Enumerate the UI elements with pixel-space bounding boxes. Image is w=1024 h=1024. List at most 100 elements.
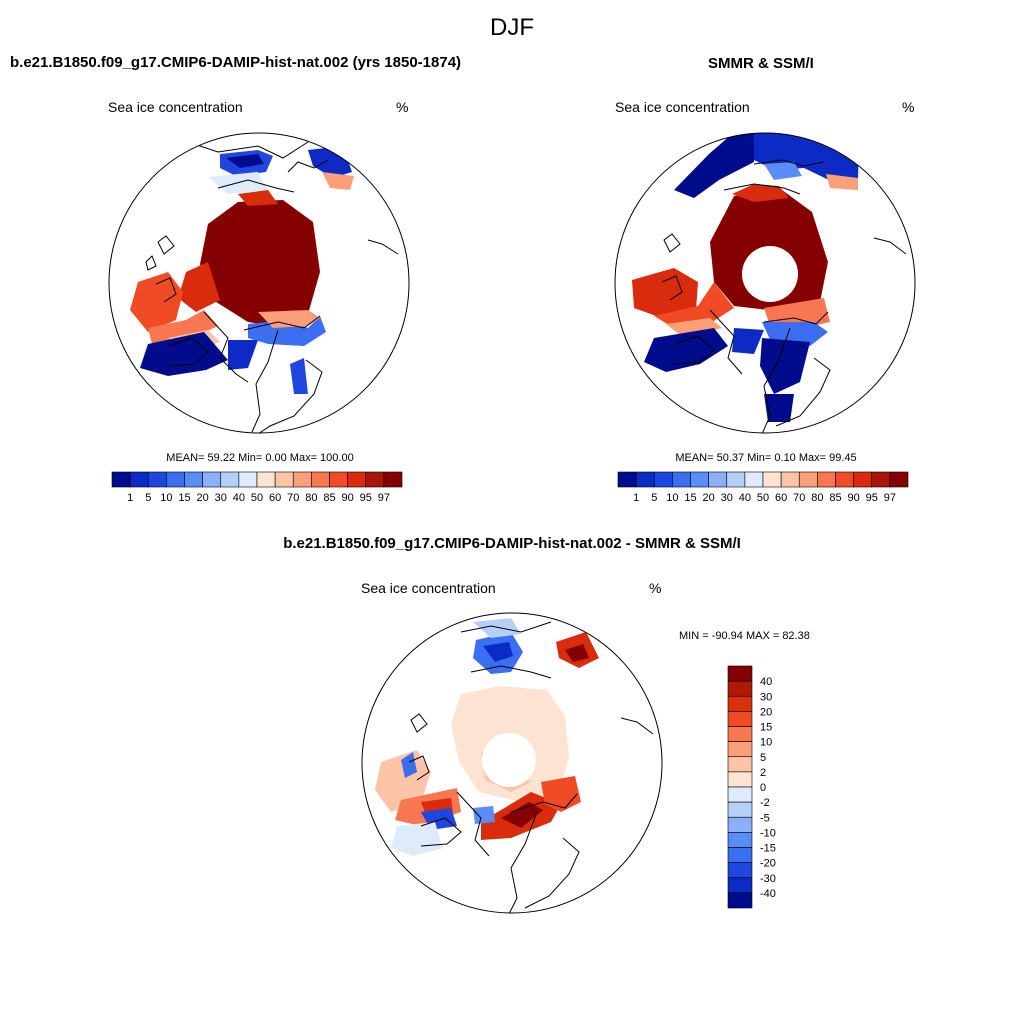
colorbar-swatch (329, 471, 348, 488)
model-colorbar: 1 5 10 15 20 30 40 50 60 70 80 85 90 95 97 (111, 471, 403, 504)
model-stats: MEAN= 59.22 Min= 0.00 Max= 100.00 (166, 452, 354, 464)
obs-pole-hole (742, 246, 798, 302)
colorbar-swatch (111, 471, 131, 488)
colorbar-swatch (889, 471, 909, 488)
colorbar-swatch (780, 471, 800, 488)
model-variable-label: Sea ice concentration (108, 99, 243, 115)
colorbar-swatch (727, 741, 753, 758)
colorbar-swatch (653, 471, 673, 488)
colorbar-tick-label: -10 (760, 827, 776, 839)
colorbar-tick-label: 60 (775, 492, 787, 504)
obs-stats: MEAN= 50.37 Min= 0.10 Max= 99.45 (675, 452, 857, 464)
colorbar-swatch (727, 877, 753, 894)
colorbar-swatch (762, 471, 782, 488)
colorbar-swatch (635, 471, 655, 488)
colorbar-swatch (292, 471, 312, 488)
colorbar-tick-label: 70 (793, 492, 805, 504)
colorbar-tick-label: 20 (760, 706, 772, 718)
colorbar-swatch (708, 471, 728, 488)
colorbar-swatch (274, 471, 294, 488)
colorbar-tick-label: 70 (287, 492, 299, 504)
colorbar-tick-label: 10 (760, 737, 772, 749)
colorbar-swatch (347, 471, 367, 488)
colorbar-swatch (817, 471, 836, 488)
colorbar-tick-label: 20 (703, 492, 715, 504)
colorbar-swatch (727, 862, 753, 879)
model-polar-map (108, 132, 410, 434)
colorbar-swatch (166, 471, 185, 488)
colorbar-tick-label: -20 (760, 858, 776, 870)
colorbar-swatch (256, 471, 276, 488)
colorbar-swatch (727, 847, 753, 863)
colorbar-tick-label: 60 (269, 492, 281, 504)
colorbar-tick-label: 90 (848, 492, 860, 504)
colorbar-swatch (383, 471, 403, 488)
colorbar-tick-label: 15 (178, 492, 190, 504)
colorbar-tick-label: 0 (760, 782, 766, 794)
colorbar-swatch (726, 471, 746, 488)
colorbar-tick-label: 15 (684, 492, 696, 504)
colorbar-swatch (727, 801, 753, 818)
colorbar-swatch (727, 711, 753, 727)
colorbar-tick-label: 40 (233, 492, 245, 504)
colorbar-tick-label: 1 (127, 492, 133, 504)
colorbar-tick-label: 5 (760, 752, 766, 764)
colorbar-tick-label: -30 (760, 873, 776, 885)
colorbar-swatch (238, 471, 258, 488)
colorbar-swatch (727, 756, 753, 773)
colorbar-tick-label: 90 (342, 492, 354, 504)
colorbar-tick-label: 5 (145, 492, 151, 504)
colorbar-swatch (690, 471, 709, 488)
colorbar-swatch (311, 471, 330, 488)
colorbar-tick-label: -2 (760, 797, 770, 809)
colorbar-tick-label: 20 (197, 492, 209, 504)
diff-stats: MIN = -90.94 MAX = 82.38 (679, 630, 810, 642)
obs-variable-label: Sea ice concentration (615, 99, 750, 115)
diff-variable-label: Sea ice concentration (361, 580, 496, 596)
colorbar-tick-label: 15 (760, 722, 772, 734)
colorbar-tick-label: 10 (160, 492, 172, 504)
colorbar-tick-label: 85 (323, 492, 335, 504)
diff-panel-title: b.e21.B1850.f09_g17.CMIP6-DAMIP-hist-nat… (283, 535, 741, 552)
colorbar-swatch (365, 471, 385, 488)
colorbar-tick-label: 97 (884, 492, 896, 504)
colorbar-tick-label: 50 (757, 492, 769, 504)
colorbar-swatch (798, 471, 818, 488)
colorbar-tick-label: 85 (829, 492, 841, 504)
colorbar-swatch (871, 471, 891, 488)
colorbar-swatch (672, 471, 691, 488)
colorbar-swatch (202, 471, 222, 488)
colorbar-swatch (744, 471, 764, 488)
colorbar-tick-label: 30 (215, 492, 227, 504)
colorbar-swatch (727, 771, 753, 788)
colorbar-tick-label: 95 (866, 492, 878, 504)
colorbar-tick-label: 40 (739, 492, 751, 504)
obs-colorbar: 1 5 10 15 20 30 40 50 60 70 80 85 90 95 97 (617, 471, 909, 504)
colorbar-swatch (727, 695, 753, 712)
obs-panel-title: SMMR & SSM/I (708, 55, 814, 72)
colorbar-swatch (727, 665, 753, 682)
colorbar-swatch (727, 726, 753, 742)
colorbar-swatch (835, 471, 854, 488)
colorbar-swatch (147, 471, 167, 488)
colorbar-tick-label: 2 (760, 767, 766, 779)
colorbar-swatch (184, 471, 203, 488)
obs-units-label: % (902, 99, 915, 115)
colorbar-tick-label: 40 (760, 676, 772, 688)
colorbar-tick-label: -15 (760, 843, 776, 855)
colorbar-tick-label: -40 (760, 888, 776, 900)
colorbar-swatch (727, 786, 753, 803)
colorbar-swatch (129, 471, 149, 488)
colorbar-tick-label: 95 (360, 492, 372, 504)
colorbar-tick-label: -5 (760, 812, 770, 824)
colorbar-tick-label: 10 (666, 492, 678, 504)
colorbar-tick-label: 5 (651, 492, 657, 504)
obs-polar-map (614, 132, 916, 434)
colorbar-tick-label: 50 (251, 492, 263, 504)
model-units-label: % (396, 99, 409, 115)
diff-pole-hole (482, 733, 536, 787)
colorbar-swatch (220, 471, 240, 488)
colorbar-tick-label: 30 (760, 691, 772, 703)
colorbar-swatch (727, 892, 753, 909)
colorbar-swatch (727, 680, 753, 697)
